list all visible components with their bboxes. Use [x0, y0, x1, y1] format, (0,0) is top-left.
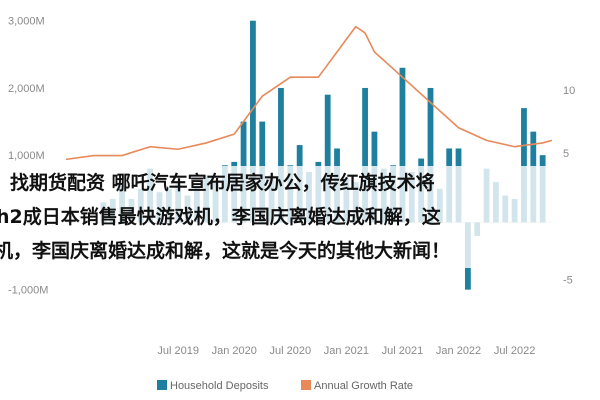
x-tick-label: Jan 2022: [436, 345, 481, 357]
x-tick-label: Jan 2021: [324, 345, 369, 357]
x-tick-label: Jul 2020: [270, 345, 312, 357]
legend-label-household-deposits: Household Deposits: [170, 380, 269, 392]
legend-swatch-annual-growth-rate: [301, 380, 311, 390]
legend-label-annual-growth-rate: Annual Growth Rate: [314, 380, 413, 392]
bar-household-deposits: [427, 87, 434, 223]
right-tick-label: 5: [563, 148, 569, 160]
left-tick-label: 2,000M: [8, 83, 45, 95]
line-annual-growth-rate: [65, 25, 553, 161]
bar-household-deposits: [324, 94, 331, 223]
bar-household-deposits: [399, 67, 406, 223]
right-tick-label: 10: [563, 85, 575, 97]
x-tick-label: Jul 2022: [494, 345, 536, 357]
overlay-line-3: 机，李国庆离婚达成和解，这就是今天的其他大新闻！: [0, 234, 594, 268]
right-axis-ticks: 10 5 -5: [563, 85, 575, 287]
x-tick-label: Jul 2019: [157, 345, 199, 357]
bar-household-deposits: [278, 87, 284, 223]
left-axis-ticks: 3,000M 2,000M 1,000M -1,000M: [8, 16, 48, 297]
left-tick-label: 3,000M: [8, 16, 45, 28]
bar-household-deposits: [250, 20, 256, 223]
x-tick-label: Jul 2021: [382, 345, 424, 357]
left-tick-label: -1,000M: [8, 285, 48, 297]
bar-household-deposits: [521, 108, 527, 223]
bar-household-deposits: [362, 87, 368, 223]
x-tick-label: Jan 2020: [212, 345, 257, 357]
growth-line-group: [65, 25, 553, 161]
right-tick-label: -5: [563, 274, 573, 286]
left-tick-label: 1,000M: [8, 150, 45, 162]
legend-swatch-household-deposits: [157, 380, 167, 390]
overlay-line-2: h2成日本销售最快游戏机，李国庆离婚达成和解，这: [0, 200, 596, 234]
legend: Household Deposits Annual Growth Rate: [157, 380, 413, 392]
x-axis-ticks: Jul 2019 Jan 2020 Jul 2020 Jan 2021 Jul 2021…: [157, 345, 535, 357]
overlay-line-1: 找期货配资 哪吒汽车宣布居家办公，传红旗技术将: [10, 166, 600, 200]
